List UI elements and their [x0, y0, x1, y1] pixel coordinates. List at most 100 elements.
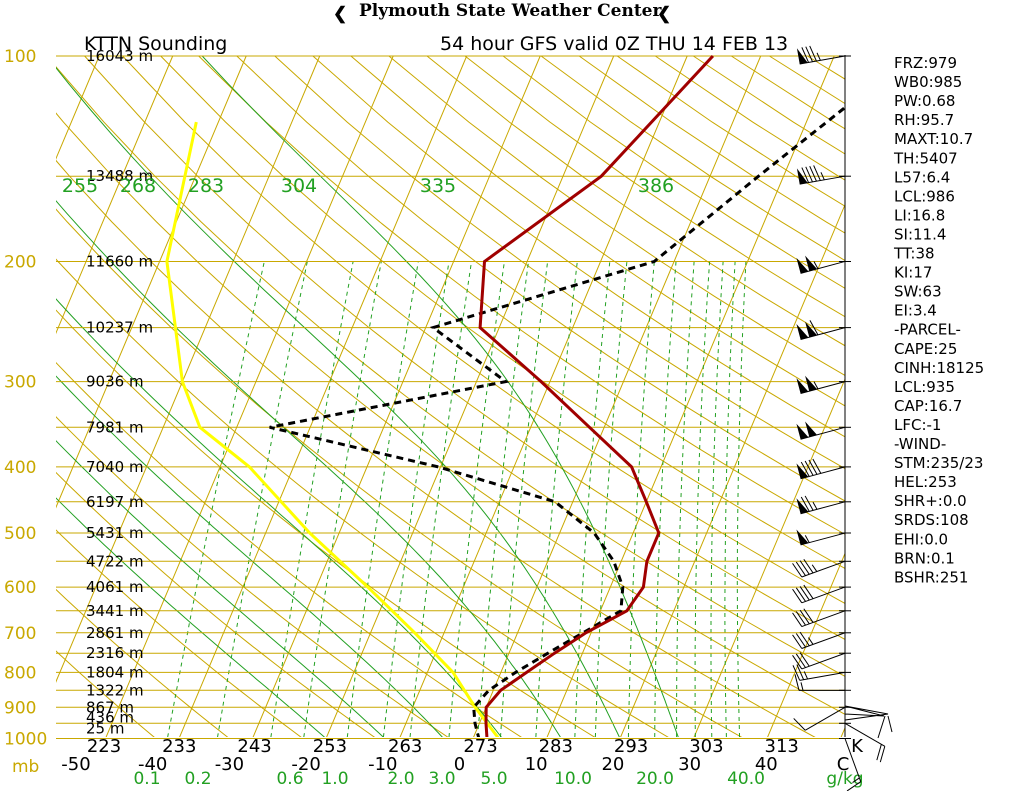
wind-barb: [792, 608, 846, 628]
moist-adiabat-line: [56, 200, 561, 737]
pressure-label: 200: [4, 252, 36, 272]
temperature-trace: [478, 55, 714, 737]
dry-adiabat-line: [312, 55, 845, 438]
pressure-label: 900: [4, 698, 36, 718]
mixing-ratio-line: [627, 261, 655, 737]
celsius-tick-label: 20: [601, 754, 624, 775]
header-title: Plymouth State Weather Center: [359, 1, 662, 21]
index-value: STM:235/23: [894, 454, 983, 472]
pressure-label: 500: [4, 524, 36, 544]
index-value: BSHR:251: [894, 568, 968, 586]
mixing-ratio-line: [694, 261, 711, 737]
isotherm-line: [693, 377, 845, 737]
mixing-ratio-line: [499, 261, 549, 737]
dry-adiabat-line: [198, 55, 845, 535]
theta-e-label: 268: [120, 175, 156, 197]
pressure-label: 400: [4, 458, 36, 478]
index-value: WB0:985: [894, 73, 962, 91]
index-value: TT:38: [893, 245, 935, 263]
mixing-ratio-line: [724, 261, 736, 737]
index-value: PW:0.68: [894, 92, 955, 110]
wind-barb: [792, 558, 846, 578]
dry-adiabat-line: [731, 55, 845, 130]
kelvin-tick-label: 273: [463, 736, 497, 757]
mixing-ratio-unit: g/kg: [826, 769, 863, 789]
wind-barbs: [792, 45, 886, 791]
isotherm-line: [767, 552, 845, 737]
height-label: 867 m: [86, 698, 134, 716]
celsius-tick-label: 0: [454, 754, 465, 775]
dry-adiabat-line: [122, 55, 845, 604]
dry-adiabat-line: [56, 416, 449, 737]
hodograph-icon: [844, 687, 893, 739]
dry-adiabat-line: [56, 361, 522, 737]
wind-barb: [794, 674, 845, 691]
isotherm-line: [56, 55, 100, 160]
mixing-ratio-label: 5.0: [480, 769, 507, 789]
mixing-ratio-line: [710, 261, 724, 737]
kelvin-tick-label: 313: [765, 736, 799, 757]
background-grid: [56, 55, 845, 737]
dry-adiabat-line: [274, 55, 845, 470]
index-value: -PARCEL-: [894, 321, 961, 339]
mixing-ratio-label: 40.0: [727, 769, 765, 789]
index-value: RH:95.7: [894, 111, 954, 129]
flag-right-icon: ❮: [657, 4, 671, 24]
isotherm-line: [399, 55, 688, 737]
theta-e-label: 304: [281, 175, 317, 197]
celsius-tick-label: -40: [138, 754, 167, 775]
wind-barb: [793, 706, 846, 731]
mixing-ratio-label: 0.6: [276, 769, 303, 789]
pressure-label: 600: [4, 578, 36, 598]
mixing-ratio-label: 1.0: [321, 769, 348, 789]
wind-barb: [792, 664, 846, 681]
index-value: CINH:18125: [894, 359, 984, 377]
index-value: HEL:253: [894, 473, 957, 491]
dry-adiabat-line: [160, 55, 845, 570]
isotherm-line: [326, 55, 615, 737]
mixing-ratio-line: [574, 261, 611, 737]
height-label: 13488 m: [86, 167, 153, 185]
celsius-tick-label: C: [837, 754, 850, 775]
dry-adiabat-line: [56, 258, 669, 737]
index-value: LFC:-1: [894, 416, 941, 434]
index-value: SRDS:108: [894, 511, 969, 529]
indices-panel: FRZ:979WB0:985PW:0.68RH:95.7MAXT:10.7TH:…: [893, 54, 984, 586]
theta-e-label: 255: [62, 175, 98, 197]
height-label: 25 m: [86, 720, 124, 738]
wind-barb: [792, 631, 846, 649]
index-value: -WIND-: [894, 435, 946, 453]
theta-e-label: 283: [188, 175, 224, 197]
index-value: EI:3.4: [894, 302, 937, 320]
index-value: TH:5407: [893, 149, 958, 167]
wind-barb: [796, 421, 846, 440]
wind-barb: [796, 320, 846, 340]
flag-left-icon: ❮: [333, 4, 347, 24]
height-label: 11660 m: [86, 252, 153, 270]
index-value: CAP:16.7: [894, 397, 962, 415]
height-label: 7981 m: [86, 418, 144, 436]
mixing-ratio-line: [303, 261, 382, 737]
wind-barb: [796, 255, 846, 274]
height-label: 5431 m: [86, 524, 144, 542]
mixing-ratio-line: [448, 261, 505, 737]
mixing-ratio-line: [477, 261, 529, 737]
mixing-ratio-label: 10.0: [554, 769, 592, 789]
height-label: 7040 m: [86, 458, 144, 476]
celsius-tick-label: 40: [755, 754, 778, 775]
celsius-tick-label: 30: [678, 754, 701, 775]
parcel-trace: [165, 121, 500, 737]
mixing-ratio-label: 0.2: [184, 769, 211, 789]
dry-adiabat-line: [56, 208, 743, 737]
index-value: MAXT:10.7: [894, 130, 973, 148]
pressure-label: 300: [4, 373, 36, 393]
wind-barb: [796, 165, 846, 185]
dry-adiabat-line: [236, 55, 845, 502]
wind-barb: [792, 652, 846, 670]
pressure-unit-label: mb: [12, 757, 39, 777]
wind-barb: [796, 529, 846, 546]
mixing-ratio-line: [654, 261, 677, 737]
dry-adiabat-line: [84, 55, 845, 640]
